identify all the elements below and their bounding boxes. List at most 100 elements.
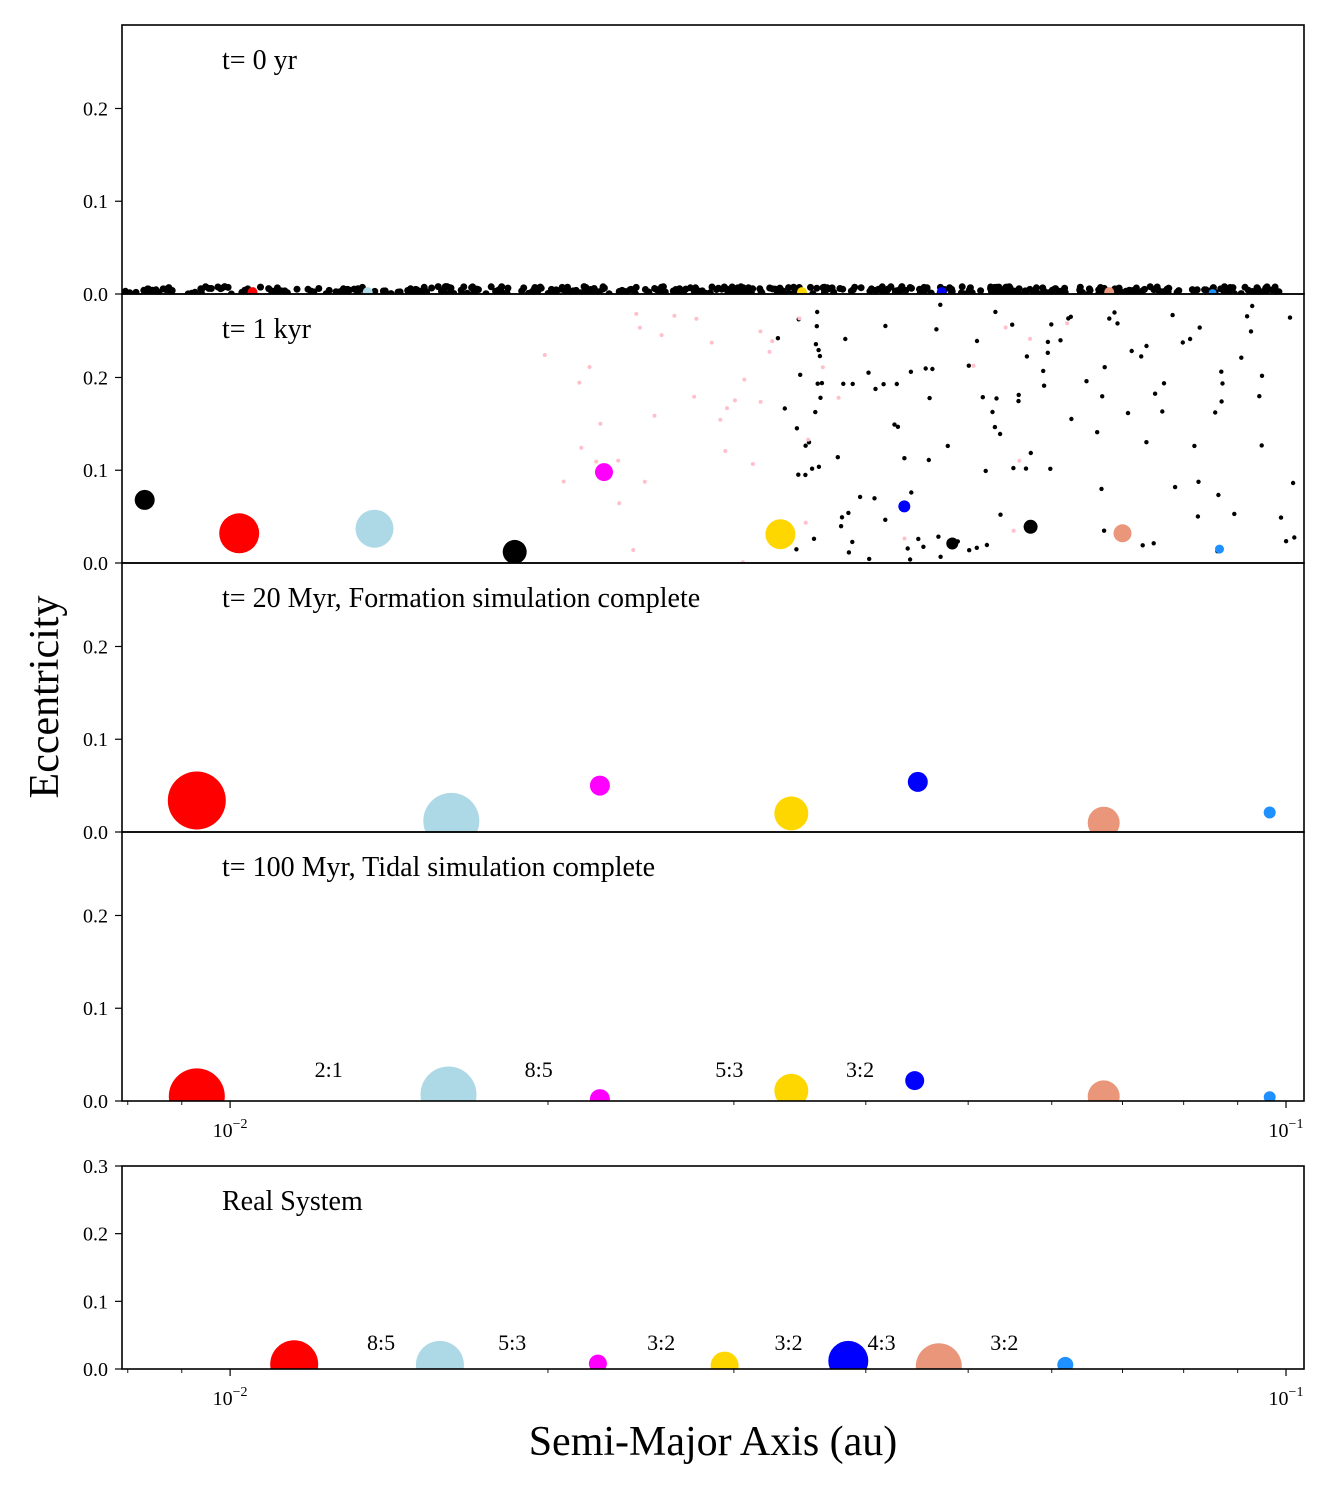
debris-point — [1283, 539, 1289, 544]
debris-point — [836, 285, 844, 292]
debris-point — [617, 501, 622, 506]
planet-point — [710, 1351, 739, 1369]
debris-point — [971, 363, 976, 368]
resonance-label: 2:1 — [315, 1057, 343, 1082]
debris-point — [470, 289, 478, 294]
debris-point — [1220, 381, 1225, 386]
y-tick-label: 0.1 — [83, 1291, 108, 1313]
debris-point — [1028, 336, 1032, 341]
debris-point — [993, 309, 998, 315]
debris-point — [595, 289, 603, 294]
panel-frame — [121, 1165, 1305, 1370]
debris-point — [413, 286, 421, 294]
debris-point — [394, 288, 402, 294]
debris-point — [806, 437, 811, 442]
debris-point — [1023, 466, 1029, 471]
debris-point — [843, 336, 848, 342]
debris-point — [815, 381, 820, 386]
debris-point — [587, 365, 592, 369]
panel-0: 0.0 0.1 0.2 t= 0 yr — [83, 24, 1305, 306]
debris-point — [1131, 286, 1138, 294]
debris-point — [1170, 312, 1175, 318]
debris-point — [984, 542, 990, 548]
x-tick-label: 10−2 — [213, 1385, 248, 1410]
planet-point — [219, 513, 260, 554]
debris-point — [642, 479, 647, 484]
debris-point — [1141, 285, 1148, 293]
debris-point — [909, 490, 914, 495]
debris-point — [1084, 379, 1089, 384]
debris-point — [966, 363, 971, 368]
debris-point — [562, 286, 570, 294]
debris-point — [813, 342, 819, 347]
debris-point — [428, 284, 436, 292]
debris-point — [868, 285, 875, 293]
planet-point — [502, 539, 527, 563]
y-tick-label: 0.1 — [83, 729, 108, 751]
panel-1: 0.0 0.1 0.2 t= 1 kyr — [83, 293, 1305, 575]
debris-point — [227, 290, 235, 294]
debris-point — [1232, 511, 1237, 517]
debris-point — [207, 285, 215, 292]
debris-point — [902, 287, 910, 294]
debris-point — [1125, 410, 1131, 416]
planet-point — [595, 463, 613, 482]
panel-4: 8:5 5:3 3:2 3:2 4:3 3:2 0.0 0.1 0.2 0.3 10−2 10−1 Re… — [83, 1156, 1305, 1410]
debris-point — [883, 323, 888, 329]
debris-point — [907, 557, 913, 562]
debris-point — [1191, 289, 1199, 294]
planet-point — [1057, 1356, 1074, 1369]
debris-point — [966, 286, 974, 294]
debris-point — [1278, 515, 1284, 520]
debris-point — [769, 285, 776, 293]
y-tick-label: 0.2 — [83, 98, 108, 120]
planet-point — [1104, 287, 1115, 294]
planet-point — [270, 1340, 319, 1369]
debris-point — [758, 289, 766, 294]
debris-point — [881, 382, 886, 387]
debris-point — [1187, 336, 1193, 342]
debris-point — [1099, 486, 1104, 492]
debris-point — [992, 424, 998, 430]
debris-point — [694, 316, 699, 321]
debris-point — [723, 449, 728, 453]
debris-point — [561, 479, 566, 484]
y-tick-label: 0.2 — [83, 1224, 108, 1246]
debris-point — [745, 284, 752, 292]
debris-point — [322, 290, 330, 294]
y-tick-label: 0.0 — [83, 284, 108, 306]
debris-point — [441, 283, 449, 291]
debris-point — [836, 395, 841, 400]
debris-point — [857, 494, 863, 500]
plot-area — [134, 302, 1297, 563]
planet-point — [589, 775, 610, 796]
debris-point — [1065, 321, 1070, 326]
y-tick-label: 0.0 — [83, 553, 108, 575]
debris-point — [569, 287, 577, 294]
debris-point — [1026, 285, 1034, 293]
debris-point — [1151, 541, 1156, 546]
panel-title: t= 1 kyr — [222, 314, 312, 345]
debris-point — [1258, 288, 1266, 294]
debris-point — [742, 377, 747, 382]
debris-point — [916, 536, 921, 542]
debris-point — [767, 349, 772, 354]
plot-area — [122, 283, 1283, 294]
planet-point — [1087, 806, 1120, 832]
debris-point — [902, 536, 907, 541]
debris-point — [404, 287, 412, 294]
debris-point — [1180, 340, 1186, 345]
debris-point — [811, 536, 817, 541]
debris-point — [1125, 286, 1133, 294]
planet-point — [1087, 1080, 1120, 1101]
debris-point — [1102, 365, 1107, 370]
debris-point — [718, 417, 723, 422]
debris-point — [1271, 283, 1279, 291]
debris-point — [1144, 343, 1149, 349]
debris-point — [758, 399, 763, 404]
debris-point — [846, 510, 851, 516]
debris-point — [846, 550, 852, 555]
debris-point — [770, 339, 775, 344]
debris-point — [590, 288, 598, 294]
debris-point — [775, 336, 781, 341]
